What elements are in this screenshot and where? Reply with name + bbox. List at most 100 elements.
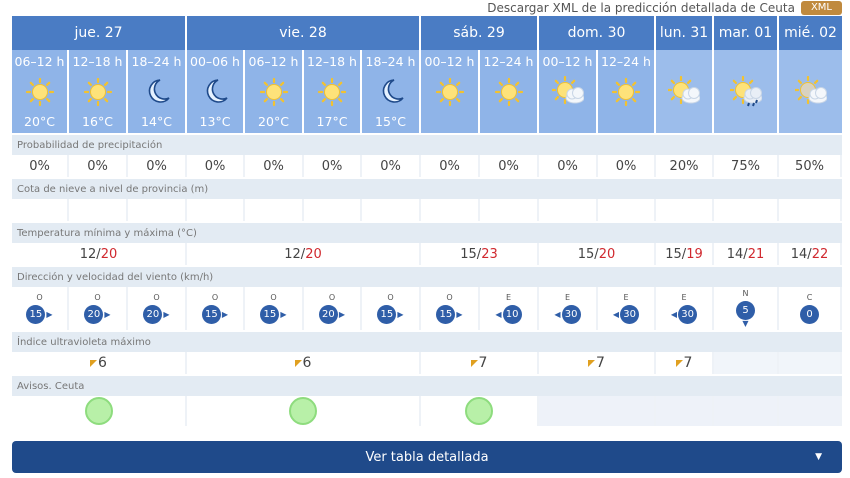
temp-separator: / bbox=[681, 246, 687, 262]
chevron-down-icon: ▼ bbox=[815, 452, 822, 462]
temp-cell: 14 / 21 bbox=[714, 243, 779, 265]
detailed-table-button[interactable]: Ver tabla detallada ▼ bbox=[12, 441, 842, 473]
temp-min: 15 bbox=[577, 246, 595, 262]
precip-row: 0% 0% 0% 0% 0% 0% 0% 0% 0% 0% 0% 20% 75% 50% bbox=[12, 155, 842, 177]
temp-label: Temperatura mínima y máxima (°C) bbox=[12, 223, 842, 243]
snow-value bbox=[539, 199, 598, 221]
aviso-cell[interactable] bbox=[187, 396, 421, 426]
wind-badge: 15 ▶ bbox=[436, 305, 463, 324]
period-temp: 20°C bbox=[258, 114, 289, 129]
period-cell: 06–12 h 20°C bbox=[245, 50, 304, 133]
arrow-right-icon: ▶ bbox=[280, 310, 287, 319]
precip-value: 0% bbox=[362, 155, 421, 177]
precip-value: 0% bbox=[245, 155, 304, 177]
period-temp: 13°C bbox=[199, 114, 231, 129]
wind-cell: O 15 ▶ bbox=[362, 287, 421, 330]
wind-badge: ◀ 30 bbox=[670, 305, 698, 324]
wind-badge: ◀ 10 bbox=[495, 305, 522, 324]
period-cell bbox=[714, 50, 779, 133]
uv-cell bbox=[714, 352, 779, 374]
wind-speed: 0 bbox=[800, 305, 819, 324]
aviso-green-icon[interactable] bbox=[289, 397, 317, 425]
arrow-left-icon: ◀ bbox=[612, 310, 620, 319]
days-row: jue. 27 vie. 28 sáb. 29 dom. 30 lun. 31 mar. … bbox=[12, 16, 842, 50]
uv-value: 7 bbox=[683, 355, 693, 371]
temp-separator: / bbox=[96, 246, 101, 262]
day-header: jue. 27 bbox=[12, 16, 187, 50]
detailed-table-label: Ver tabla detallada bbox=[365, 449, 489, 465]
arrow-left-icon: ◀ bbox=[670, 310, 678, 319]
arrow-right-icon: ▶ bbox=[397, 310, 404, 319]
moon-icon bbox=[199, 76, 231, 108]
download-xml-text[interactable]: Descargar XML de la predicción detallada… bbox=[487, 0, 795, 15]
arrow-left-icon: ◀ bbox=[495, 310, 502, 319]
download-xml-link[interactable]: Descargar XML de la predicción detallada… bbox=[487, 0, 842, 15]
snow-value bbox=[656, 199, 714, 221]
xml-badge[interactable]: XML bbox=[800, 0, 842, 15]
uv-label: Índice ultravioleta máximo bbox=[12, 332, 842, 352]
temp-cell: 14 / 22 bbox=[779, 243, 842, 265]
wind-speed: 20 bbox=[84, 305, 104, 324]
wind-badge: 15 ▶ bbox=[260, 305, 287, 324]
wind-cell: E ◀ 30 bbox=[656, 287, 714, 330]
sun-icon bbox=[316, 76, 348, 108]
wind-row: O 15 ▶ O 20 ▶ O 20 ▶ O 15 ▶ O 15 ▶ O 20 ▶ O 15 ▶ O 15 ▶ E ◀ 10 E ◀ 30… bbox=[12, 287, 842, 330]
aviso-green-icon[interactable] bbox=[465, 397, 493, 425]
snow-label: Cota de nieve a nivel de provincia (m) bbox=[12, 179, 842, 199]
wind-direction: E bbox=[564, 293, 571, 302]
wind-badge: 0 bbox=[800, 305, 819, 324]
period-label: 12–18 h bbox=[72, 54, 123, 69]
snow-value bbox=[304, 199, 362, 221]
wind-badge: 15 ▶ bbox=[26, 305, 53, 324]
temp-max: 20 bbox=[598, 246, 616, 262]
period-label: 12–24 h bbox=[483, 54, 534, 69]
wind-cell: O 20 ▶ bbox=[128, 287, 187, 330]
period-cell: 00–12 h bbox=[421, 50, 480, 133]
forecast-table: jue. 27 vie. 28 sáb. 29 dom. 30 lun. 31 mar. … bbox=[12, 16, 842, 426]
uv-flag-icon bbox=[588, 359, 596, 367]
aviso-cell[interactable] bbox=[12, 396, 187, 426]
uv-cell: 7 bbox=[539, 352, 656, 374]
snow-value bbox=[779, 199, 842, 221]
wind-speed: 15 bbox=[26, 305, 46, 324]
snow-value bbox=[598, 199, 656, 221]
period-label: 18–24 h bbox=[131, 54, 182, 69]
wind-direction: E bbox=[681, 293, 687, 302]
sun-cloud-grey-icon bbox=[794, 75, 827, 108]
day-header: mar. 01 bbox=[714, 16, 779, 50]
precip-value: 0% bbox=[539, 155, 598, 177]
periods-row: 06–12 h 20°C 12–18 h 16°C 18–24 h 14°C 00–06 h… bbox=[12, 50, 842, 133]
snow-value bbox=[245, 199, 304, 221]
period-cell: 12–18 h 16°C bbox=[69, 50, 128, 133]
precip-value: 0% bbox=[12, 155, 69, 177]
precip-value: 0% bbox=[598, 155, 656, 177]
wind-badge: 15 ▶ bbox=[201, 305, 229, 324]
temp-separator: / bbox=[807, 246, 812, 262]
uv-cell: 6 bbox=[187, 352, 421, 374]
day-header: mié. 02 bbox=[779, 16, 842, 50]
period-label: 06–12 h bbox=[248, 54, 299, 69]
snow-value bbox=[714, 199, 779, 221]
wind-cell: O 15 ▶ bbox=[12, 287, 69, 330]
temp-separator: / bbox=[594, 246, 599, 262]
moon-icon bbox=[375, 76, 407, 108]
arrow-right-icon: ▶ bbox=[221, 310, 229, 319]
wind-speed: 15 bbox=[377, 305, 397, 324]
sun-cloud-rain-icon bbox=[729, 75, 762, 108]
uv-value: 7 bbox=[596, 355, 605, 371]
wind-cell: O 15 ▶ bbox=[187, 287, 245, 330]
temp-min: 15 bbox=[665, 246, 682, 262]
precip-value: 50% bbox=[779, 155, 842, 177]
wind-badge: 15 ▶ bbox=[377, 305, 404, 324]
snow-value bbox=[362, 199, 421, 221]
temp-cell: 12 / 20 bbox=[187, 243, 421, 265]
day-header: dom. 30 bbox=[539, 16, 656, 50]
temp-row: 12 / 20 12 / 20 15 / 23 15 / 20 15 / 19 14 / … bbox=[12, 243, 842, 265]
wind-cell: E ◀ 10 bbox=[480, 287, 539, 330]
period-temp: 16°C bbox=[82, 114, 113, 129]
uv-value: 6 bbox=[98, 355, 107, 371]
aviso-cell[interactable] bbox=[421, 396, 539, 426]
wind-badge: 20 ▶ bbox=[84, 305, 111, 324]
uv-flag-icon bbox=[294, 359, 302, 367]
aviso-green-icon[interactable] bbox=[84, 397, 113, 425]
